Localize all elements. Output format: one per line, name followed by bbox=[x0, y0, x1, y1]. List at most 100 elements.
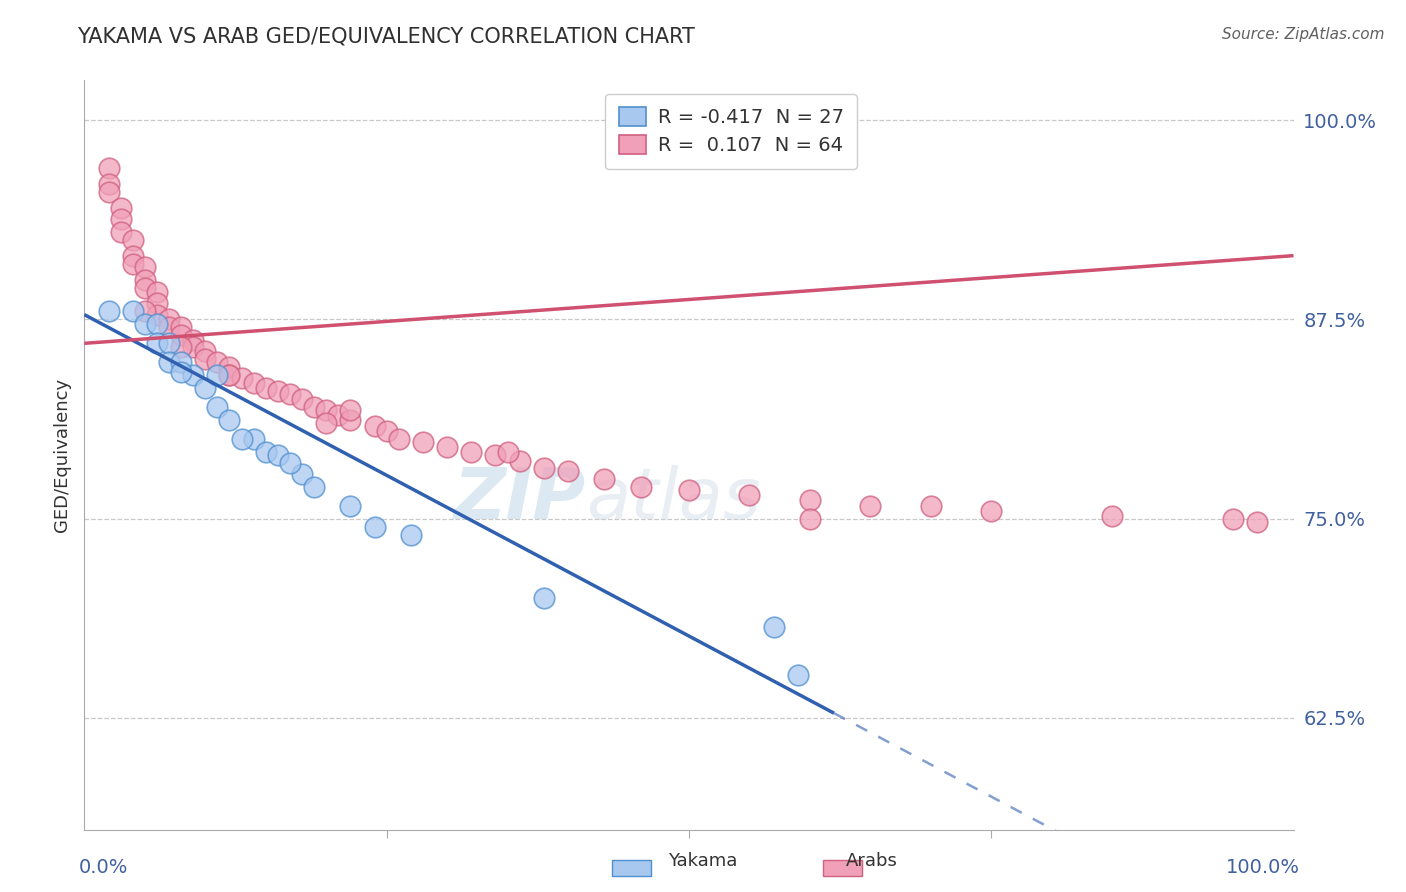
Point bbox=[146, 336, 169, 351]
Point bbox=[339, 403, 361, 417]
Point bbox=[97, 177, 120, 191]
Point bbox=[218, 368, 240, 383]
Point bbox=[291, 392, 314, 406]
Point bbox=[375, 424, 398, 438]
Point bbox=[134, 280, 156, 294]
Point bbox=[146, 285, 169, 300]
Point bbox=[97, 161, 120, 175]
Point bbox=[267, 384, 290, 399]
Point bbox=[363, 519, 385, 533]
Point bbox=[242, 376, 264, 391]
Text: 100.0%: 100.0% bbox=[1226, 858, 1299, 877]
Point bbox=[484, 448, 506, 462]
Point bbox=[97, 304, 120, 318]
Point bbox=[170, 320, 193, 334]
Legend: R = -0.417  N = 27, R =  0.107  N = 64: R = -0.417 N = 27, R = 0.107 N = 64 bbox=[605, 94, 858, 169]
Point bbox=[157, 312, 180, 326]
Point bbox=[242, 432, 264, 446]
Point bbox=[363, 419, 385, 434]
Point bbox=[231, 432, 253, 446]
Point bbox=[315, 403, 337, 417]
Point bbox=[980, 504, 1002, 518]
Point bbox=[121, 233, 143, 247]
Point bbox=[799, 511, 821, 525]
Point bbox=[146, 308, 169, 322]
Point bbox=[134, 317, 156, 331]
Point bbox=[170, 339, 193, 353]
Point bbox=[121, 304, 143, 318]
Point bbox=[509, 454, 531, 468]
Point bbox=[738, 488, 761, 502]
Point bbox=[859, 499, 882, 513]
Point bbox=[207, 368, 229, 383]
Point bbox=[533, 591, 555, 606]
Point bbox=[194, 381, 217, 395]
Point bbox=[207, 400, 229, 414]
Y-axis label: GED/Equivalency: GED/Equivalency bbox=[53, 378, 72, 532]
Point bbox=[170, 365, 193, 379]
Point bbox=[799, 492, 821, 507]
Point bbox=[254, 444, 277, 458]
Point bbox=[412, 435, 434, 450]
Point bbox=[1246, 515, 1268, 529]
Point bbox=[110, 225, 132, 239]
Point bbox=[194, 344, 217, 359]
Point bbox=[194, 352, 217, 367]
Point bbox=[134, 260, 156, 274]
Text: YAKAMA VS ARAB GED/EQUIVALENCY CORRELATION CHART: YAKAMA VS ARAB GED/EQUIVALENCY CORRELATI… bbox=[77, 27, 695, 46]
Point bbox=[218, 413, 240, 427]
Point bbox=[630, 480, 652, 494]
Point bbox=[302, 400, 325, 414]
Point bbox=[278, 387, 301, 401]
Point bbox=[207, 355, 229, 369]
Point bbox=[302, 480, 325, 494]
Point bbox=[339, 499, 361, 513]
Point bbox=[181, 339, 204, 353]
Point bbox=[436, 440, 458, 454]
Point bbox=[399, 527, 422, 541]
Point bbox=[146, 296, 169, 310]
Point bbox=[181, 368, 204, 383]
Point bbox=[110, 211, 132, 226]
Point bbox=[1222, 511, 1244, 525]
Point bbox=[291, 467, 314, 481]
Point bbox=[315, 416, 337, 430]
Point bbox=[593, 472, 616, 486]
Point bbox=[388, 432, 411, 446]
Point bbox=[134, 272, 156, 286]
Text: Source: ZipAtlas.com: Source: ZipAtlas.com bbox=[1222, 27, 1385, 42]
Point bbox=[278, 456, 301, 470]
Point bbox=[218, 360, 240, 375]
Point bbox=[557, 464, 579, 478]
Point bbox=[762, 620, 785, 634]
Text: Yakama: Yakama bbox=[668, 852, 738, 870]
Point bbox=[218, 368, 240, 383]
Point bbox=[339, 413, 361, 427]
Point bbox=[678, 483, 700, 497]
Point bbox=[254, 381, 277, 395]
Point bbox=[231, 371, 253, 385]
Point bbox=[170, 328, 193, 343]
Point bbox=[110, 201, 132, 215]
Point bbox=[460, 444, 482, 458]
Point bbox=[496, 444, 519, 458]
Text: 0.0%: 0.0% bbox=[79, 858, 128, 877]
Point bbox=[170, 355, 193, 369]
Point bbox=[121, 249, 143, 263]
Point bbox=[157, 336, 180, 351]
Point bbox=[157, 355, 180, 369]
Point bbox=[97, 185, 120, 199]
Point bbox=[157, 320, 180, 334]
Point bbox=[786, 668, 808, 682]
Point bbox=[181, 333, 204, 347]
Point bbox=[1101, 508, 1123, 523]
Point bbox=[146, 317, 169, 331]
Text: atlas: atlas bbox=[586, 466, 761, 534]
Text: ZIP: ZIP bbox=[454, 466, 586, 534]
Point bbox=[134, 304, 156, 318]
Text: Arabs: Arabs bbox=[846, 852, 897, 870]
Point bbox=[267, 448, 290, 462]
Point bbox=[920, 499, 942, 513]
Point bbox=[121, 257, 143, 271]
Point bbox=[533, 460, 555, 475]
